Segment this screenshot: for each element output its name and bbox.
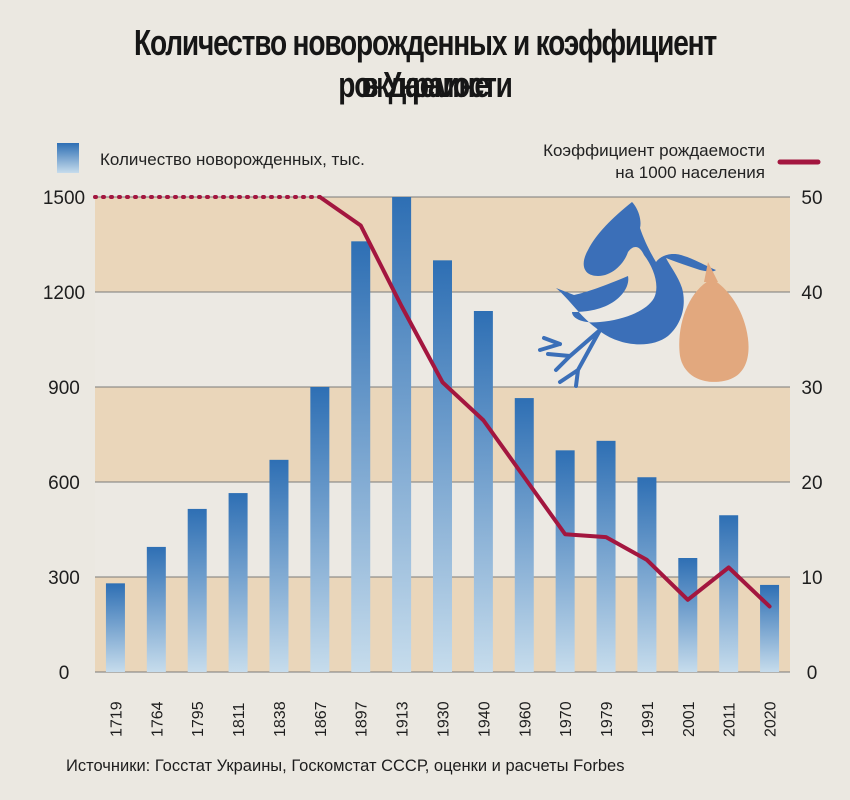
y-right-tick-label: 30 xyxy=(801,378,822,399)
bar xyxy=(555,450,575,672)
stork-icon xyxy=(538,202,716,388)
x-tick-label: 1970 xyxy=(558,701,575,737)
baby-bag-icon xyxy=(679,262,749,382)
legend-line-label-2: на 1000 населения xyxy=(615,163,765,182)
legend-bars-label: Количество новорожденных, тыс. xyxy=(100,150,365,169)
bar xyxy=(351,241,371,673)
x-tick-label: 1960 xyxy=(517,701,534,737)
y-right-tick-label: 20 xyxy=(801,473,822,494)
legend-line-label-1: Коэффициент рождаемости xyxy=(543,141,765,160)
x-tick-label: 1930 xyxy=(436,701,453,737)
y-right-tick-label: 50 xyxy=(801,188,822,209)
bar xyxy=(146,546,166,672)
x-tick-label: 1897 xyxy=(354,701,371,737)
bar xyxy=(310,387,330,672)
y-left-tick-label: 1200 xyxy=(43,283,85,304)
x-tick-label: 1764 xyxy=(149,701,166,737)
bar xyxy=(678,558,698,672)
y-left-tick-label: 1500 xyxy=(43,188,85,209)
bar xyxy=(187,508,207,672)
bar xyxy=(269,459,289,672)
bar xyxy=(760,584,780,672)
chart-title-line1: Количество новорожденных и коэффициент р… xyxy=(133,22,717,105)
y-right-tick-label: 0 xyxy=(807,663,818,684)
y-left-tick-label: 0 xyxy=(59,663,70,684)
line-series xyxy=(93,195,772,609)
bar xyxy=(228,493,248,672)
y-axis-left: 0 300 600 900 1200 1500 xyxy=(43,188,85,684)
x-tick-label: 1719 xyxy=(108,701,125,737)
bar xyxy=(596,440,616,672)
bar-series xyxy=(105,197,780,673)
bar xyxy=(473,311,493,672)
bar xyxy=(105,583,125,672)
x-tick-label: 2001 xyxy=(681,701,698,737)
y-right-tick-label: 10 xyxy=(801,568,822,589)
line-segment-solid xyxy=(317,195,772,609)
y-left-tick-label: 300 xyxy=(48,568,80,589)
bar xyxy=(514,398,534,672)
x-tick-label: 1979 xyxy=(599,701,616,737)
x-axis-labels: 1719 1764 1795 1811 1838 1867 1897 1913 1930 1940… xyxy=(108,701,779,737)
y-right-tick-label: 40 xyxy=(801,283,822,304)
x-tick-label: 1913 xyxy=(395,701,412,737)
bar xyxy=(392,197,412,672)
y-axis-right: 0 10 20 30 40 50 xyxy=(801,188,822,684)
bar xyxy=(719,515,739,672)
x-tick-label: 2011 xyxy=(722,702,739,737)
bar xyxy=(637,477,657,672)
x-tick-label: 1940 xyxy=(476,701,493,737)
x-tick-label: 1811 xyxy=(231,702,248,737)
legend-line-label: Коэффициент рождаемости на 1000 населени… xyxy=(543,140,765,184)
x-tick-label: 1991 xyxy=(640,701,657,737)
bar xyxy=(433,260,452,672)
x-tick-label: 1795 xyxy=(190,701,207,737)
x-tick-label: 2020 xyxy=(763,701,780,737)
y-left-tick-label: 900 xyxy=(48,378,80,399)
legend-bar-swatch xyxy=(57,143,79,173)
y-left-tick-label: 600 xyxy=(48,473,80,494)
chart-title-line2: в Украине xyxy=(361,64,490,105)
x-tick-label: 1867 xyxy=(313,701,330,737)
source-note: Источники: Госстат Украины, Госкомстат С… xyxy=(66,757,625,775)
x-tick-label: 1838 xyxy=(272,701,289,737)
